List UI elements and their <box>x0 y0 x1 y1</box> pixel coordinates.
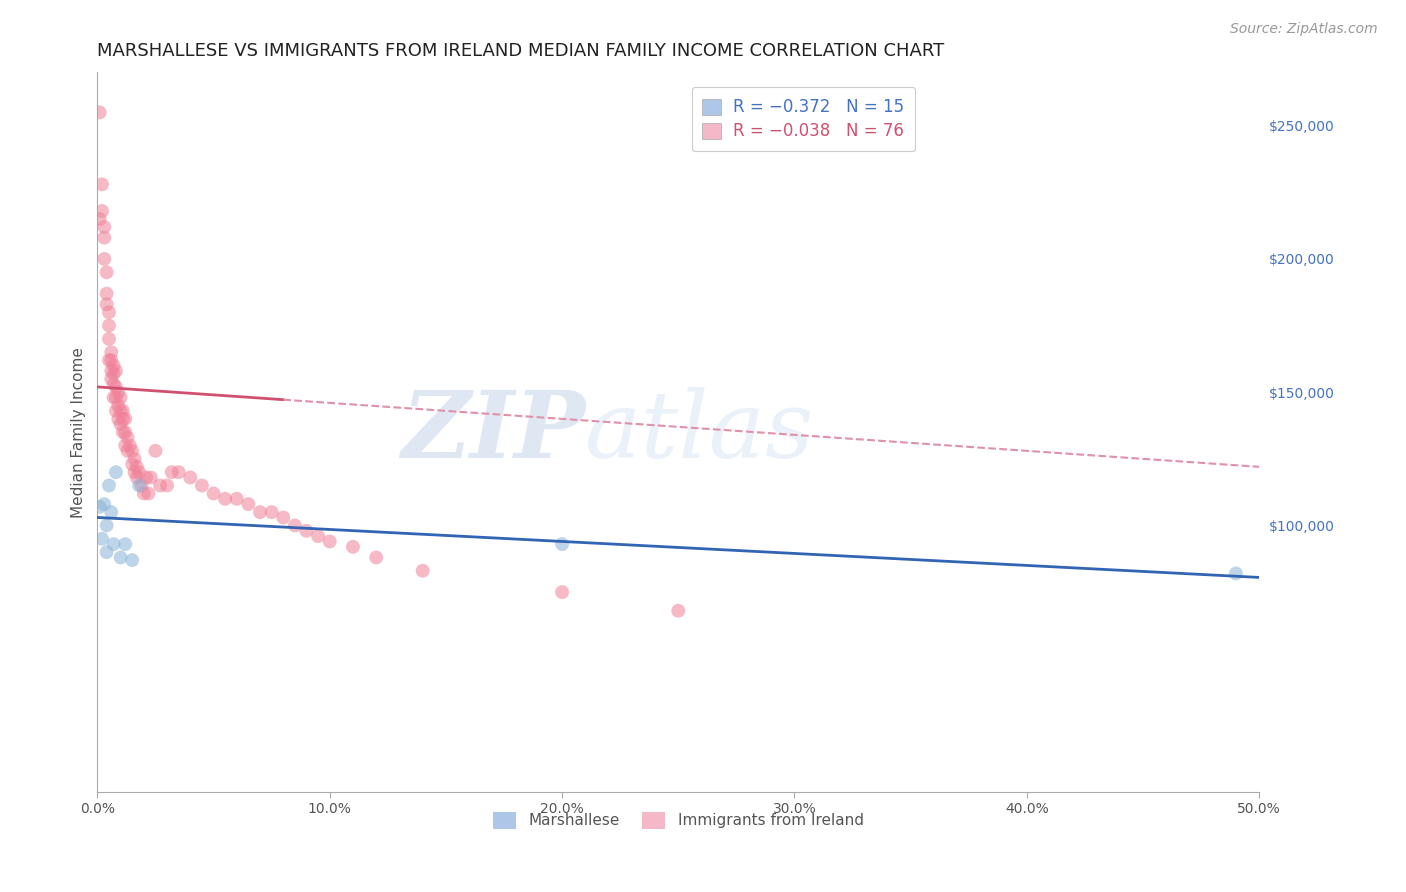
Point <box>110 550 132 565</box>
Point <box>100 353 122 368</box>
Point <box>89 212 111 227</box>
Point <box>551 585 574 599</box>
Point <box>179 470 201 484</box>
Point <box>93 230 115 244</box>
Point <box>366 550 388 565</box>
Point <box>89 105 111 120</box>
Point <box>125 470 148 484</box>
Point <box>96 286 118 301</box>
Point <box>111 404 134 418</box>
Point <box>551 537 574 551</box>
Point <box>319 534 342 549</box>
Point <box>93 252 115 266</box>
Point <box>412 564 434 578</box>
Point <box>121 553 143 567</box>
Legend: Marshallese, Immigrants from Ireland: Marshallese, Immigrants from Ireland <box>486 805 870 835</box>
Point <box>202 486 225 500</box>
Point <box>114 537 136 551</box>
Point <box>96 297 118 311</box>
Point <box>128 465 150 479</box>
Point <box>1225 566 1247 581</box>
Point <box>249 505 271 519</box>
Point <box>145 443 167 458</box>
Point <box>93 219 115 234</box>
Point <box>98 353 121 368</box>
Point <box>107 399 129 413</box>
Point <box>103 367 125 381</box>
Point <box>107 385 129 400</box>
Point <box>121 457 143 471</box>
Point <box>131 478 153 492</box>
Point <box>104 404 127 418</box>
Point <box>107 412 129 426</box>
Point <box>139 470 162 484</box>
Point <box>138 486 160 500</box>
Point <box>307 529 329 543</box>
Point <box>100 345 122 359</box>
Point <box>110 404 132 418</box>
Point <box>100 364 122 378</box>
Point <box>103 391 125 405</box>
Point <box>110 391 132 405</box>
Point <box>284 518 307 533</box>
Point <box>238 497 260 511</box>
Point <box>128 478 150 492</box>
Point <box>96 265 118 279</box>
Point <box>103 359 125 373</box>
Y-axis label: Median Family Income: Median Family Income <box>72 347 86 517</box>
Point <box>160 465 183 479</box>
Point <box>89 500 111 514</box>
Point <box>260 505 283 519</box>
Point <box>124 451 146 466</box>
Point <box>149 478 172 492</box>
Point <box>125 459 148 474</box>
Point <box>214 491 236 506</box>
Text: MARSHALLESE VS IMMIGRANTS FROM IRELAND MEDIAN FAMILY INCOME CORRELATION CHART: MARSHALLESE VS IMMIGRANTS FROM IRELAND M… <box>97 42 945 60</box>
Point <box>91 532 114 546</box>
Point <box>121 443 143 458</box>
Point <box>666 604 689 618</box>
Text: ZIP: ZIP <box>401 387 585 477</box>
Point <box>98 305 121 319</box>
Point <box>156 478 179 492</box>
Point <box>342 540 364 554</box>
Point <box>104 364 127 378</box>
Point <box>118 438 141 452</box>
Text: Source: ZipAtlas.com: Source: ZipAtlas.com <box>1230 22 1378 37</box>
Point <box>104 391 127 405</box>
Point <box>111 412 134 426</box>
Point <box>96 518 118 533</box>
Point <box>114 425 136 440</box>
Point <box>295 524 318 538</box>
Point <box>110 417 132 432</box>
Point <box>91 178 114 192</box>
Point <box>104 380 127 394</box>
Point <box>132 486 155 500</box>
Point <box>117 430 139 444</box>
Point <box>103 537 125 551</box>
Point <box>135 470 157 484</box>
Point <box>98 478 121 492</box>
Point <box>167 465 190 479</box>
Point <box>93 497 115 511</box>
Point <box>96 545 118 559</box>
Point <box>111 425 134 440</box>
Point <box>104 465 127 479</box>
Point <box>124 465 146 479</box>
Text: atlas: atlas <box>585 387 815 477</box>
Point <box>271 510 294 524</box>
Point <box>100 372 122 386</box>
Point <box>117 443 139 458</box>
Point <box>98 318 121 333</box>
Point <box>191 478 214 492</box>
Point <box>225 491 247 506</box>
Point <box>114 438 136 452</box>
Point <box>114 412 136 426</box>
Point <box>98 332 121 346</box>
Point <box>100 505 122 519</box>
Point <box>91 204 114 219</box>
Point <box>103 377 125 392</box>
